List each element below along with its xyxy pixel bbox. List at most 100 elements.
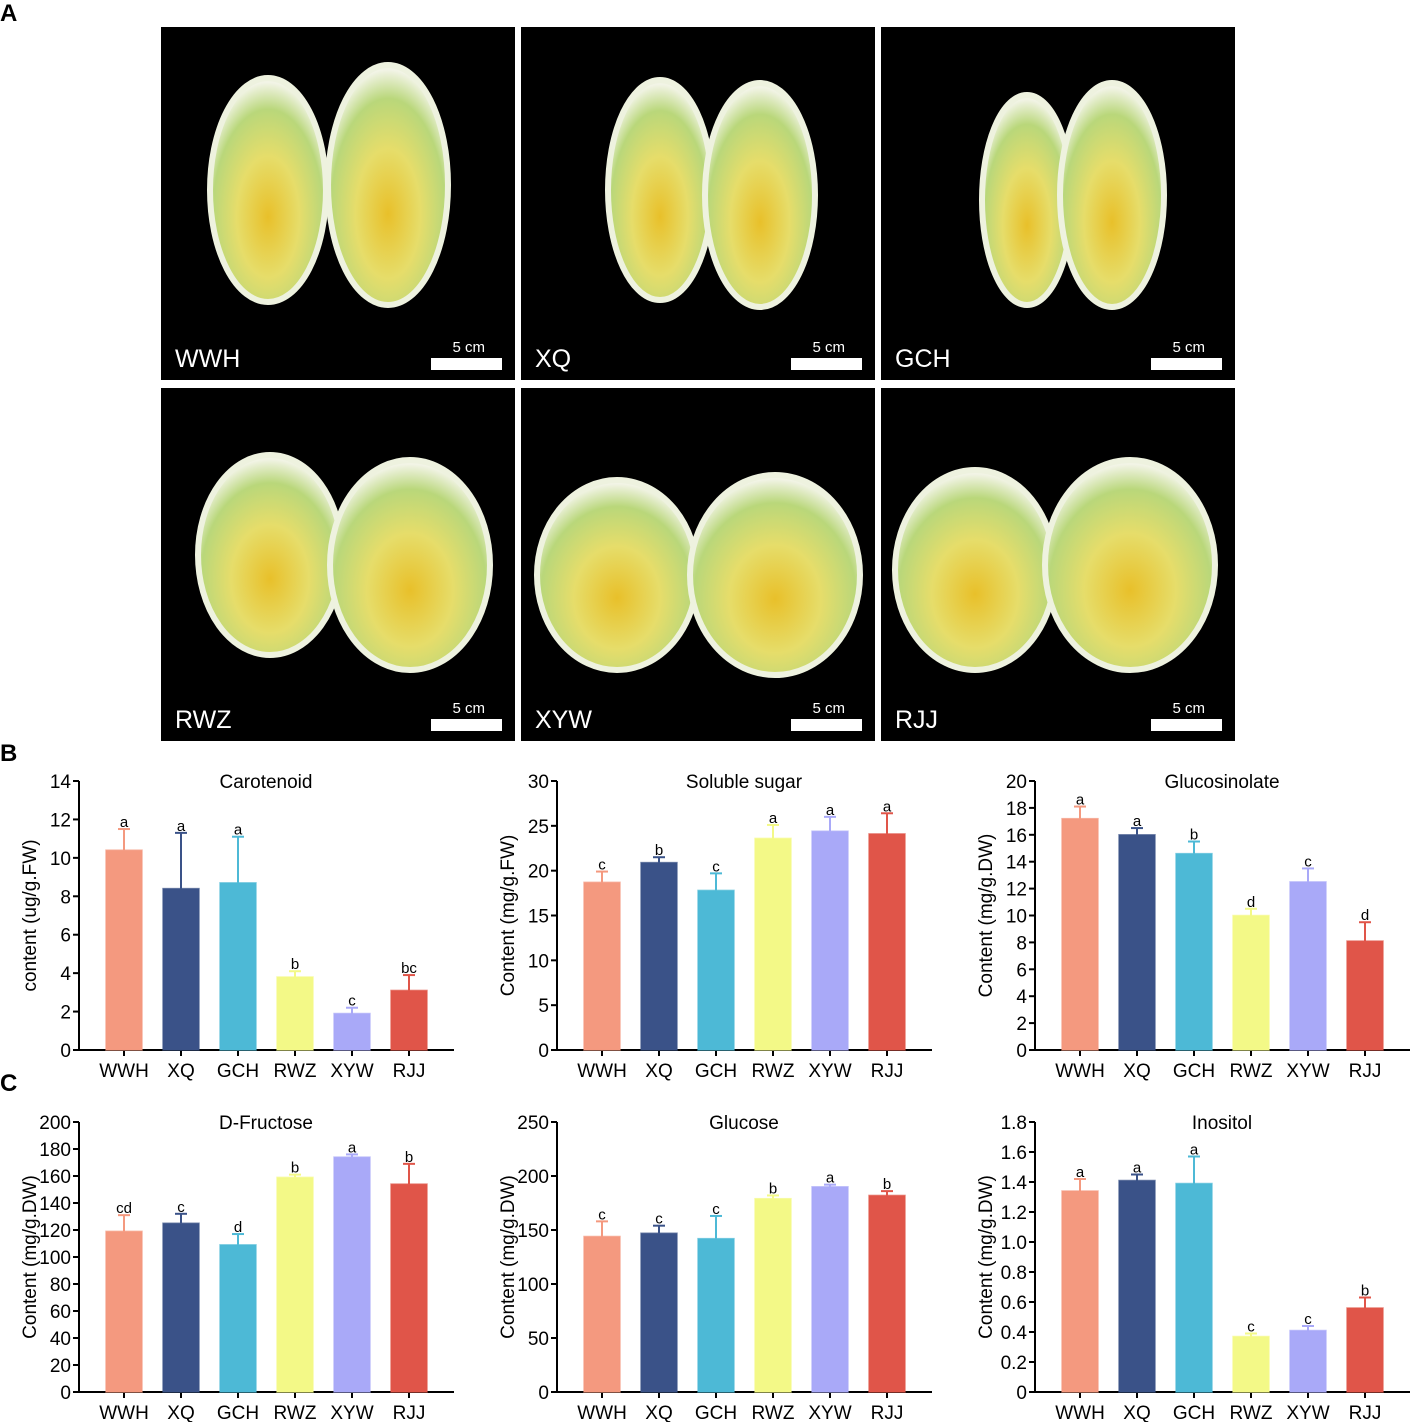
y-tick-label: 0 (60, 1383, 71, 1404)
significance-letter: b (1361, 1283, 1369, 1300)
y-tick-label: 0 (538, 1041, 549, 1062)
x-tick-label: WWH (1055, 1403, 1105, 1422)
y-tick-label: 10 (528, 951, 549, 972)
y-axis-label: content (ug/g.FW) (20, 839, 41, 991)
scale-bar (431, 719, 502, 731)
significance-letter: b (883, 1176, 891, 1193)
cabbage-image (605, 77, 818, 310)
significance-letter: a (769, 810, 778, 827)
cabbage-photo: WWH 5 cm (161, 27, 515, 380)
y-tick-label: 1.2 (1001, 1203, 1027, 1224)
y-tick-label: 12 (1006, 880, 1027, 901)
y-tick-label: 16 (1006, 826, 1027, 847)
y-tick-label: 60 (50, 1302, 71, 1323)
y-axis-label: Content (mg/g.DW) (20, 1175, 41, 1339)
bar-xq (162, 1222, 200, 1393)
significance-letter: c (655, 1211, 663, 1228)
bar-rwz (754, 837, 792, 1051)
y-tick-label: 0.2 (1001, 1353, 1027, 1374)
significance-letter: c (177, 1199, 185, 1216)
x-tick-label: RWZ (1230, 1403, 1273, 1422)
significance-letter: c (1247, 1319, 1255, 1336)
significance-letter: c (1304, 1311, 1312, 1328)
x-tick-label: WWH (1055, 1061, 1105, 1082)
y-tick-label: 50 (528, 1329, 549, 1350)
y-tick-label: 20 (528, 862, 549, 883)
panel-letter-c: C (0, 1070, 18, 1097)
x-tick-label: GCH (217, 1061, 259, 1082)
significance-letter: a (826, 1170, 835, 1187)
y-tick-label: 18 (1006, 799, 1027, 820)
bar-gch (219, 1244, 257, 1393)
y-tick-label: 2 (1016, 1014, 1027, 1035)
chart-title: Soluble sugar (686, 772, 803, 793)
y-tick-label: 8 (60, 887, 71, 908)
y-tick-label: 6 (60, 926, 71, 947)
significance-letter: cd (116, 1200, 132, 1217)
bar-rwz (276, 1176, 314, 1393)
bar-rwz (276, 976, 314, 1051)
bar-rjj (390, 989, 428, 1051)
significance-letter: c (712, 1201, 720, 1218)
y-tick-label: 0 (1016, 1383, 1027, 1404)
bar-wwh (583, 881, 621, 1051)
bar-rjj (390, 1183, 428, 1393)
significance-letter: a (348, 1139, 357, 1156)
bar-xyw (1289, 1329, 1327, 1393)
significance-letter: a (1076, 792, 1085, 809)
y-tick-label: 15 (528, 907, 549, 928)
x-tick-label: WWH (577, 1061, 627, 1082)
chart-soluble-sugar: 0 5 10 15 20 25 30 Soluble sugar Content (mg/g.F… (498, 772, 932, 1082)
y-tick-label: 120 (39, 1221, 71, 1242)
cabbage-photo: XQ 5 cm (521, 27, 875, 380)
y-tick-label: 20 (1006, 772, 1027, 793)
x-tick-label: XYW (330, 1061, 373, 1082)
x-tick-label: RJJ (1349, 1403, 1382, 1422)
x-tick-label: GCH (695, 1061, 737, 1082)
cultivar-label: RJJ (895, 706, 939, 734)
bar-wwh (1061, 1190, 1099, 1393)
scale-bar-label: 5 cm (812, 700, 845, 717)
cultivar-label: XYW (535, 706, 592, 734)
y-tick-label: 80 (50, 1275, 71, 1296)
cultivar-label: WWH (175, 345, 241, 373)
bar-xq (162, 887, 200, 1051)
bar-xyw (333, 1156, 371, 1393)
significance-letter: c (1304, 853, 1312, 870)
bar-xyw (811, 830, 849, 1051)
cabbage-image (207, 62, 451, 308)
x-tick-label: XQ (645, 1403, 672, 1422)
y-tick-label: 10 (50, 849, 71, 870)
significance-letter: d (234, 1219, 242, 1236)
significance-letter: b (405, 1149, 413, 1166)
significance-letter: d (1361, 907, 1369, 924)
y-tick-label: 12 (50, 810, 71, 831)
x-tick-label: RWZ (752, 1403, 795, 1422)
y-tick-label: 40 (50, 1329, 71, 1350)
bar-xyw (811, 1186, 849, 1393)
x-tick-label: RJJ (1349, 1061, 1382, 1082)
y-tick-label: 1.4 (1001, 1173, 1028, 1194)
y-tick-label: 180 (39, 1140, 71, 1161)
bar-xyw (1289, 881, 1327, 1051)
significance-letter: a (1190, 1142, 1199, 1159)
bar-rjj (868, 833, 906, 1051)
significance-letter: a (1076, 1164, 1085, 1181)
significance-letter: a (120, 814, 129, 831)
y-tick-label: 0 (1016, 1041, 1027, 1062)
significance-letter: a (1133, 813, 1142, 830)
y-axis-label: Content (mg/g.DW) (976, 1175, 997, 1339)
x-tick-label: XQ (1123, 1403, 1150, 1422)
x-tick-label: WWH (577, 1403, 627, 1422)
y-tick-label: 4 (1016, 987, 1027, 1008)
y-tick-label: 2 (60, 1003, 71, 1024)
scale-bar (791, 719, 862, 731)
significance-letter: bc (401, 960, 417, 977)
chart-d-fructose: 0 20 40 60 80 100 120 140 160 180 200 D-Fructose Con… (20, 1113, 454, 1422)
cabbage-image (979, 80, 1167, 310)
scale-bar-label: 5 cm (1172, 339, 1205, 356)
y-tick-label: 100 (517, 1275, 549, 1296)
x-tick-label: XYW (1286, 1061, 1329, 1082)
bar-gch (1175, 852, 1213, 1051)
bar-rwz (1232, 914, 1270, 1051)
